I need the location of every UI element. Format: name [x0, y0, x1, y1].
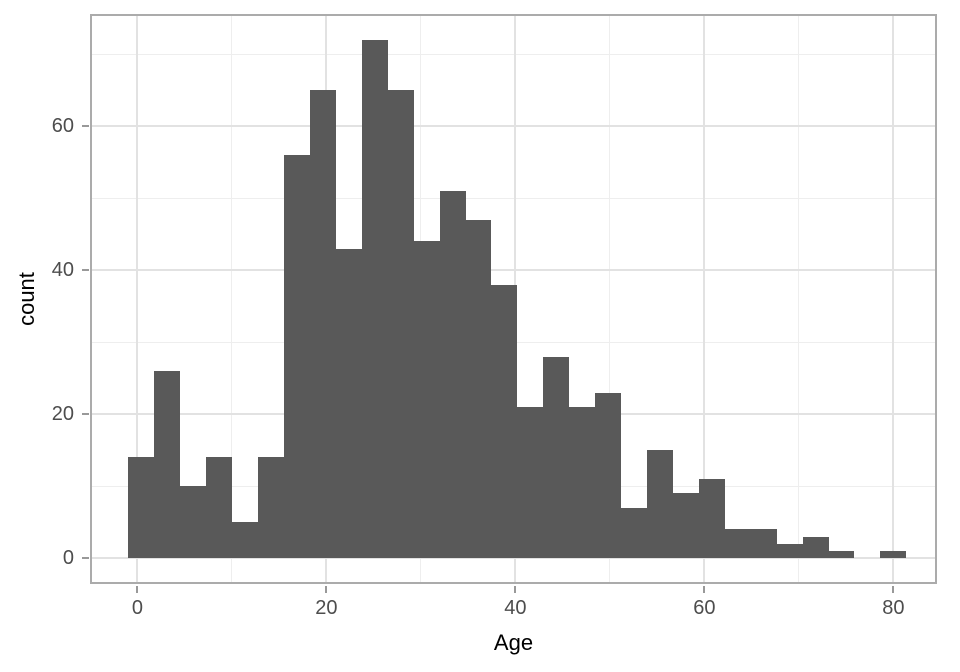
histogram-bar	[751, 529, 777, 559]
histogram-bar	[284, 155, 310, 559]
x-axis-title: Age	[493, 630, 534, 655]
x-tick-mark	[703, 586, 706, 593]
histogram-bar	[180, 486, 206, 559]
y-tick-mark	[82, 413, 89, 416]
histogram-bar	[362, 39, 388, 559]
histogram-bar	[621, 507, 647, 559]
histogram-bar	[595, 392, 621, 559]
histogram-bar	[647, 450, 673, 559]
y-axis-title: count	[14, 272, 39, 326]
x-tick-label: 20	[315, 597, 338, 619]
histogram-bar	[880, 550, 906, 559]
histogram-bar	[336, 248, 362, 559]
histogram-bar	[154, 370, 180, 559]
gridline-x-major	[136, 14, 139, 584]
x-tick-label: 40	[504, 597, 527, 619]
y-tick-label: 40	[51, 259, 74, 282]
histogram-bar	[414, 241, 440, 559]
gridline-x-major	[892, 14, 895, 584]
x-tick-mark	[514, 586, 517, 593]
x-tick-mark	[136, 586, 139, 593]
histogram-bar	[466, 219, 491, 559]
x-tick-label: 60	[693, 597, 716, 619]
gridline-y-major	[90, 557, 937, 560]
gridline-x-minor	[798, 14, 800, 584]
histogram-bar	[440, 191, 466, 559]
x-axis: 0 20 40 60 80	[90, 584, 937, 629]
histogram-bar	[517, 406, 543, 559]
histogram-bar	[777, 543, 803, 559]
histogram-bar	[803, 536, 829, 559]
histogram-bar	[310, 90, 336, 559]
gridline-y-major	[90, 269, 937, 272]
histogram-bar	[491, 284, 517, 559]
gridline-y-minor	[90, 197, 937, 199]
gridline-x-minor	[609, 14, 611, 584]
x-tick-label: 0	[131, 597, 143, 619]
histogram-bar	[543, 356, 569, 559]
histogram-bar	[699, 478, 725, 559]
histogram-bar	[673, 493, 699, 559]
histogram-bar	[206, 457, 232, 559]
y-tick-mark	[82, 557, 89, 560]
histogram-bar	[258, 457, 284, 559]
histogram-bar	[725, 529, 751, 559]
x-tick-label: 80	[882, 597, 905, 619]
y-tick-mark	[82, 269, 89, 272]
histogram-bar	[829, 550, 854, 559]
histogram-bar	[388, 90, 414, 559]
histogram-bar	[232, 522, 258, 559]
x-tick-mark	[325, 586, 328, 593]
y-tick-label: 20	[51, 403, 74, 426]
histogram-bar	[128, 457, 154, 559]
gridline-y-major	[90, 125, 937, 128]
y-tick-label: 60	[51, 115, 74, 138]
y-tick-mark	[82, 125, 89, 128]
gridline-x-major	[703, 14, 706, 584]
x-tick-mark	[892, 586, 895, 593]
plot-panel	[90, 14, 937, 584]
gridline-y-minor	[90, 53, 937, 55]
y-tick-label: 0	[62, 547, 74, 570]
y-axis: 0 20 40 60	[0, 14, 90, 584]
histogram-bar	[569, 406, 595, 559]
gridline-x-minor	[231, 14, 233, 584]
bars-layer	[90, 14, 937, 584]
